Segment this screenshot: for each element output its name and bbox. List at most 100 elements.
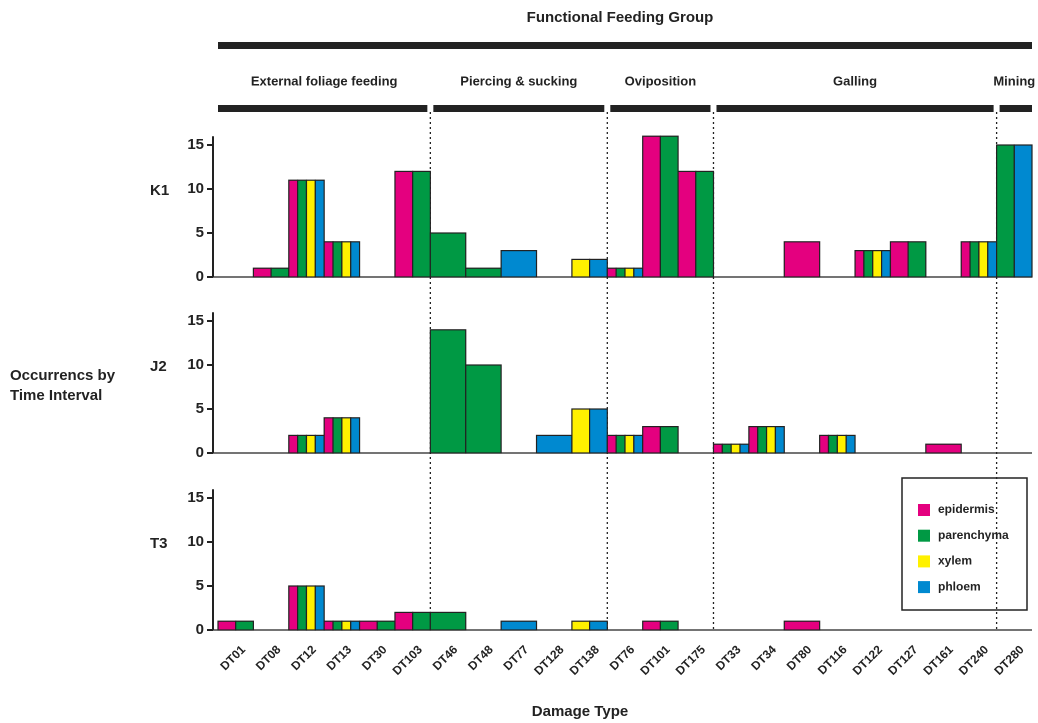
bar-segment xyxy=(633,267,644,278)
group-label: Piercing & sucking xyxy=(460,73,577,88)
bar-segment xyxy=(500,620,538,631)
y-tick-label: 0 xyxy=(196,268,204,285)
y-tick-label: 10 xyxy=(187,180,204,197)
bar-segment xyxy=(314,585,325,631)
bar-segment xyxy=(606,267,617,278)
chart-title: Functional Feeding Group xyxy=(527,9,714,26)
bar-segment xyxy=(288,434,299,454)
bar-segment xyxy=(765,426,777,454)
bar-segment xyxy=(987,241,998,278)
bar-segment xyxy=(465,267,502,278)
x-tick-label: DT161 xyxy=(921,642,957,678)
bar-segment xyxy=(659,620,679,631)
bar-segment xyxy=(350,620,361,631)
x-tick-label: DT33 xyxy=(713,642,744,673)
bar-segment xyxy=(412,170,431,278)
bar-segment xyxy=(394,170,414,278)
bar-segment xyxy=(535,434,573,454)
y-axis-label: Occurrencs by Time Interval xyxy=(10,367,116,404)
y-tick-label: 10 xyxy=(187,356,204,373)
bar-segment xyxy=(465,364,502,454)
x-tick-label: DT80 xyxy=(784,642,815,673)
bar-segment xyxy=(783,620,821,631)
group-header-bar xyxy=(218,42,1032,49)
bar-segment xyxy=(270,267,290,278)
bar-segment xyxy=(358,620,378,631)
bar-segment xyxy=(297,585,308,631)
bar-segment xyxy=(341,417,352,454)
x-tick-label: DT77 xyxy=(501,642,532,673)
bar-segment xyxy=(624,434,635,454)
bar-segment xyxy=(297,179,308,278)
bar-segment xyxy=(305,179,316,278)
bar-segment xyxy=(589,620,608,631)
bar-segment xyxy=(323,417,334,454)
x-tick-label: DT30 xyxy=(359,642,390,673)
bar-segment xyxy=(633,434,644,454)
bar-segment xyxy=(677,170,697,278)
y-tick-label: 5 xyxy=(196,224,204,241)
bar-segment xyxy=(217,620,237,631)
group-bar xyxy=(999,105,1032,112)
legend-swatch xyxy=(918,504,930,516)
x-tick-label: DT240 xyxy=(956,642,992,678)
bar-segment xyxy=(305,434,316,454)
bar-segment xyxy=(314,434,325,454)
x-tick-label: DT08 xyxy=(253,642,284,673)
bar-segment xyxy=(642,620,661,631)
x-tick-label: DT12 xyxy=(288,642,319,673)
bar-segment xyxy=(500,250,538,278)
bar-segment xyxy=(642,135,661,278)
bar-segment xyxy=(827,434,838,454)
bar-segment xyxy=(960,241,971,278)
bar-segment xyxy=(323,241,334,278)
group-label: Galling xyxy=(833,73,877,88)
bar-segment xyxy=(341,620,352,631)
bar-segment xyxy=(739,443,750,454)
bar-segment xyxy=(659,426,679,454)
bar-segment xyxy=(252,267,272,278)
bar-segment xyxy=(571,258,591,278)
bar-segment xyxy=(571,620,591,631)
bar-segment xyxy=(332,620,343,631)
group-label: Oviposition xyxy=(625,73,697,88)
x-tick-label: DT280 xyxy=(991,642,1027,678)
bar-segment xyxy=(341,241,352,278)
x-tick-label: DT103 xyxy=(390,642,426,678)
x-tick-label: DT116 xyxy=(815,642,850,677)
legend-label: phloem xyxy=(938,579,981,593)
bar-segment xyxy=(889,241,909,278)
panel-label: T3 xyxy=(150,535,168,552)
bar-segment xyxy=(624,267,635,278)
x-axis-label: Damage Type xyxy=(532,703,628,720)
panel-label: K1 xyxy=(150,182,169,199)
bar-segment xyxy=(314,179,325,278)
y-tick-label: 5 xyxy=(196,400,204,417)
x-tick-label: DT138 xyxy=(567,642,603,678)
bar-segment xyxy=(305,585,316,631)
y-tick-label: 0 xyxy=(196,444,204,461)
bar-segment xyxy=(845,434,856,454)
x-tick-label: DT101 xyxy=(637,642,673,678)
bar-segment xyxy=(854,250,865,278)
bar-segment xyxy=(288,585,299,631)
bar-segment xyxy=(819,434,830,454)
legend-label: parenchyma xyxy=(938,528,1009,542)
bar-segment xyxy=(288,179,299,278)
y-tick-label: 15 xyxy=(187,489,204,506)
bar-segment xyxy=(925,443,962,454)
group-bar xyxy=(716,105,994,112)
group-bar xyxy=(433,105,605,112)
bar-segment xyxy=(376,620,396,631)
bar-segment xyxy=(589,408,608,454)
x-tick-label: DT13 xyxy=(324,642,355,673)
legend-swatch xyxy=(918,529,930,542)
x-tick-label: DT127 xyxy=(885,642,921,678)
x-tick-label: DT76 xyxy=(607,642,638,673)
x-tick-label: DT175 xyxy=(673,642,709,678)
bar-segment xyxy=(730,443,741,454)
bar-segment xyxy=(836,434,847,454)
bar-segment xyxy=(323,620,334,631)
